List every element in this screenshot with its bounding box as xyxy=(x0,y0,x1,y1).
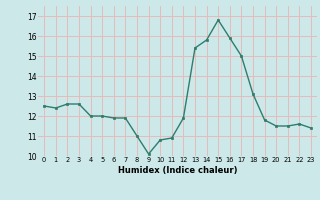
X-axis label: Humidex (Indice chaleur): Humidex (Indice chaleur) xyxy=(118,166,237,175)
